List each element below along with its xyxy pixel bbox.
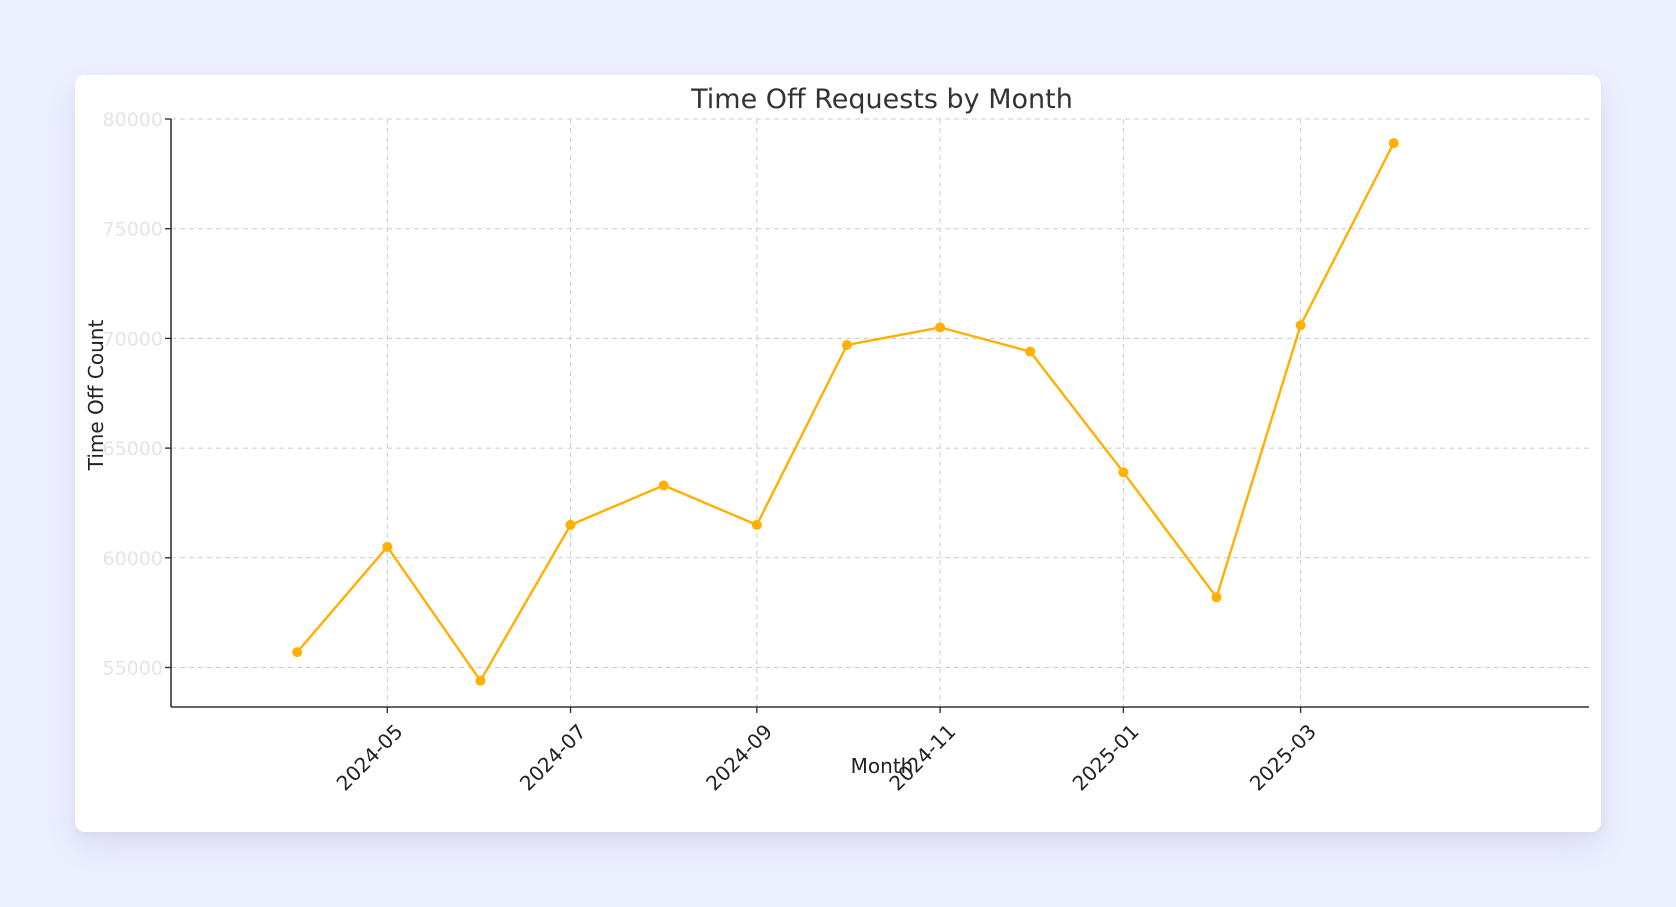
data-point — [1211, 592, 1222, 603]
data-point — [751, 519, 762, 530]
series-line — [296, 142, 1395, 682]
series-layer — [292, 138, 1399, 686]
y-tick-label: 60000 — [103, 548, 163, 570]
data-point — [1118, 467, 1129, 478]
y-tick-label: 70000 — [103, 328, 163, 350]
axes: 55000 60000 65000 70000 75000 80000 2024-05 202… — [103, 109, 1589, 795]
data-point — [475, 675, 486, 686]
data-point — [565, 519, 576, 530]
x-tick-label: 2025-01 — [1068, 719, 1144, 795]
x-axis-label: Month — [851, 754, 914, 778]
x-tick-label: 2024-09 — [701, 719, 777, 795]
data-point — [1025, 346, 1036, 357]
data-point — [658, 480, 669, 491]
data-point — [1388, 138, 1399, 149]
y-tick-label: 65000 — [103, 438, 163, 460]
x-tick-label: 2024-07 — [515, 719, 591, 795]
line-chart: Time Off Requests by Month 55000 60000 650… — [84, 84, 1589, 795]
y-tick-label: 75000 — [103, 219, 163, 241]
y-axis-label: Time Off Count — [84, 320, 108, 472]
gridlines — [171, 118, 1589, 707]
x-tick-label: 2025-03 — [1245, 719, 1321, 795]
data-point — [841, 339, 852, 350]
y-tick-label: 80000 — [103, 109, 163, 131]
y-tick-label: 55000 — [103, 658, 163, 680]
chart-title: Time Off Requests by Month — [690, 84, 1073, 115]
data-point — [382, 541, 393, 552]
x-tick-label: 2024-05 — [332, 719, 408, 795]
data-point — [1295, 320, 1306, 331]
data-point — [935, 322, 946, 333]
chart-card: Time Off Requests by Month 55000 60000 650… — [75, 75, 1601, 832]
data-point — [292, 647, 303, 658]
